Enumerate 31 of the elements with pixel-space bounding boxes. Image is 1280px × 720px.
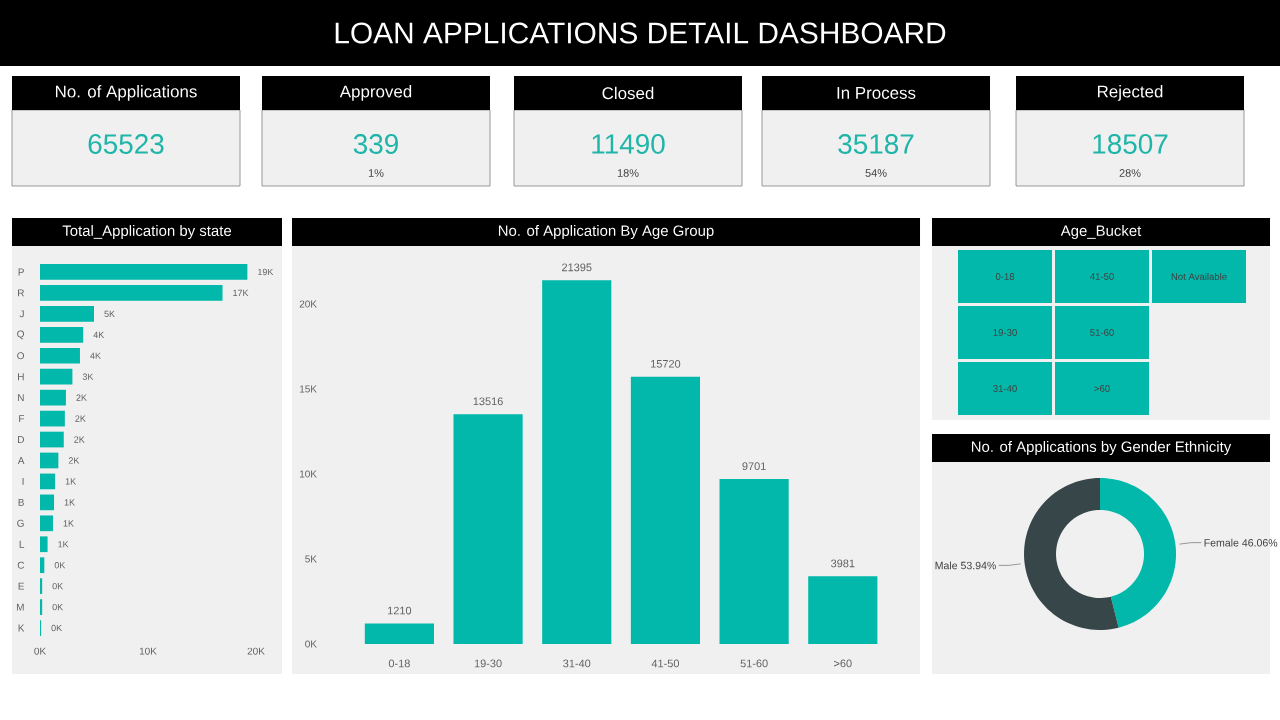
bar — [542, 280, 612, 644]
text: Approved — [339, 85, 412, 101]
bar — [40, 368, 73, 385]
bar — [40, 264, 248, 280]
bar — [40, 515, 53, 532]
bar — [40, 285, 223, 301]
bar — [40, 494, 55, 511]
bar — [40, 410, 65, 427]
bar — [40, 306, 94, 322]
bar — [40, 347, 80, 364]
bar — [40, 326, 84, 343]
text: Rejected — [1097, 85, 1163, 101]
data-label: 11490 — [592, 134, 665, 154]
bar — [364, 623, 434, 644]
bar — [40, 452, 59, 469]
bar — [453, 414, 523, 644]
text: No. of Applications — [55, 85, 197, 101]
text: LOAN APPLICATIONS DETAIL DASHBOARD — [335, 22, 946, 44]
data-label: 35187 — [838, 134, 914, 154]
data-label: 18507 — [1093, 134, 1168, 154]
bar — [808, 576, 878, 644]
text: Closed — [602, 86, 654, 100]
text: In Process — [837, 87, 916, 99]
bar — [630, 376, 701, 644]
bar — [40, 389, 66, 406]
bar — [40, 431, 64, 448]
bar — [40, 536, 48, 553]
data-label: 339 — [353, 134, 398, 154]
data-label: 65523 — [88, 134, 164, 154]
bar — [719, 479, 789, 644]
bar — [40, 473, 56, 490]
